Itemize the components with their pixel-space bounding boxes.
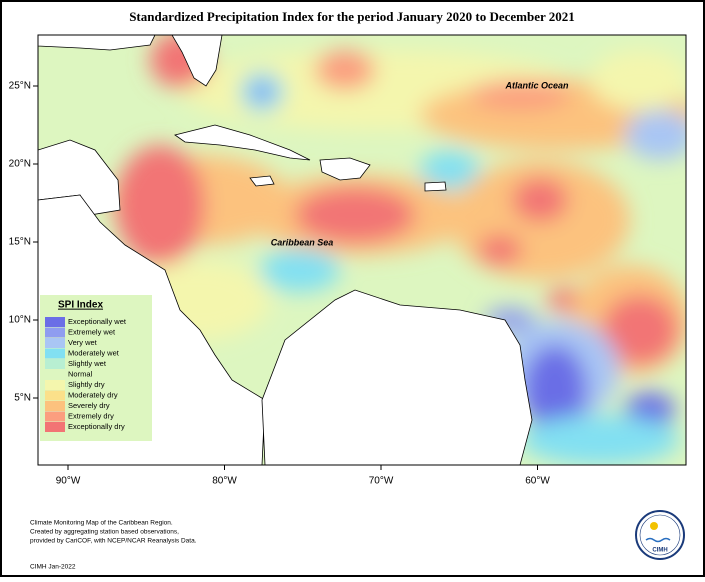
map-annotation: Caribbean Sea: [271, 237, 334, 247]
lat-label: 25°N: [9, 81, 31, 92]
lat-label: 20°N: [9, 159, 31, 170]
legend-swatch: [45, 338, 65, 348]
legend-title: SPI Index: [58, 300, 103, 311]
map-annotation: Atlantic Ocean: [504, 80, 569, 90]
lat-label: 5°N: [14, 393, 31, 404]
map-frame: [37, 34, 687, 466]
legend-label: Extremely wet: [68, 327, 116, 336]
legend-label: Very wet: [68, 338, 98, 347]
credit-line: Climate Monitoring Map of the Caribbean …: [30, 520, 173, 527]
lon-label: 70°W: [369, 476, 394, 487]
cuba: [174, 124, 311, 161]
legend-swatch: [45, 348, 65, 359]
legend-label: Normal: [68, 369, 93, 378]
legend-label: Slightly dry: [68, 380, 105, 389]
legend-label: Moderately wet: [68, 348, 120, 357]
logo-text: CIMH: [652, 548, 667, 554]
legend-label: Moderately dry: [68, 390, 118, 399]
lon-label: 90°W: [56, 476, 81, 487]
hispaniola: [319, 157, 371, 181]
puerto-rico: [424, 181, 447, 192]
lat-label: 15°N: [9, 237, 31, 248]
spi-field: [110, 35, 686, 465]
credit-line: provided by CariCOF, with NCEP/NCAR Rean…: [30, 538, 197, 545]
legend-label: Slightly wet: [68, 359, 107, 368]
legend-label: Extremely dry: [68, 411, 114, 420]
legend-swatch: [45, 422, 65, 432]
north-america: [38, 35, 156, 51]
lon-label: 80°W: [212, 476, 237, 487]
credit-line: Created by aggregating station based obs…: [30, 529, 179, 536]
legend-swatch: [45, 359, 65, 369]
graticule-labels: 90°W 80°W 70°W 60°W 25°N 20°N 15°N 10°N 5°N: [9, 81, 551, 487]
legend-swatch: [45, 380, 65, 390]
legend-label: Exceptionally wet: [68, 317, 127, 326]
florida: [171, 35, 223, 87]
legend-swatch: [45, 369, 65, 380]
lat-label: 10°N: [9, 315, 31, 326]
legend-label: Severely dry: [68, 401, 110, 410]
lon-label: 60°W: [525, 476, 550, 487]
legend-swatch: [45, 401, 65, 411]
legend-swatch: [45, 327, 65, 338]
south-america: [261, 289, 533, 465]
legend-swatch: [45, 411, 65, 422]
footer: Climate Monitoring Map of the Caribbean …: [30, 520, 197, 571]
map-title: Standardized Precipitation Index for the…: [129, 9, 575, 24]
legend-label: Exceptionally dry: [68, 422, 125, 431]
footer-date: CIMH Jan-2022: [30, 564, 76, 571]
legend-swatch: [45, 317, 65, 327]
logo: CIMH: [635, 510, 685, 560]
legend-swatch: [45, 390, 65, 401]
jamaica: [249, 175, 275, 187]
